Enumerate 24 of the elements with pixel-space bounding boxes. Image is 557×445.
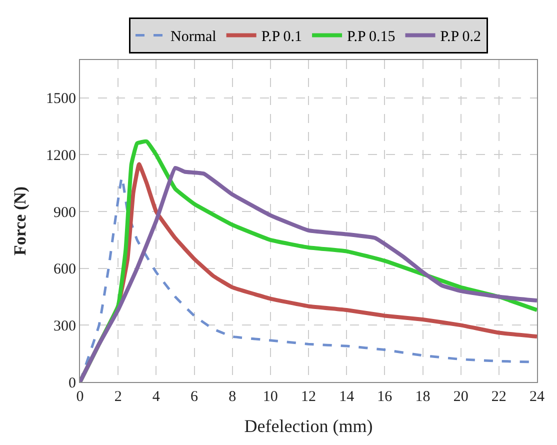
x-tick-label: 8 [228,389,236,405]
x-tick-label: 22 [491,389,506,405]
y-axis-title: Force (N) [10,186,30,256]
legend-label: P.P 0.2 [440,29,481,46]
y-tick-label: 900 [54,204,76,221]
x-tick-label: 18 [415,389,430,405]
x-tick-label: 2 [114,389,122,405]
y-tick-label: 0 [68,375,76,392]
legend-label: Normal [170,29,216,46]
x-tick-label: 12 [301,389,316,405]
legend-label: P.P 0.15 [347,29,396,46]
y-tick-label: 600 [54,262,76,278]
x-tick-label: 6 [190,389,198,405]
x-tick-label: 10 [262,389,278,405]
legend-label: P.P 0.1 [261,29,302,46]
y-tick-label: 1500 [46,91,76,108]
x-tick-label: 4 [152,389,160,405]
x-axis-title: Defelection (mm) [244,416,373,436]
y-tick-label: 300 [54,318,76,334]
x-tick-label: 16 [377,389,393,405]
x-tick-label: 20 [453,389,468,405]
y-tick-label: 1200 [46,148,76,164]
x-tick-label: 24 [530,389,545,405]
x-tick-label: 14 [339,389,355,405]
